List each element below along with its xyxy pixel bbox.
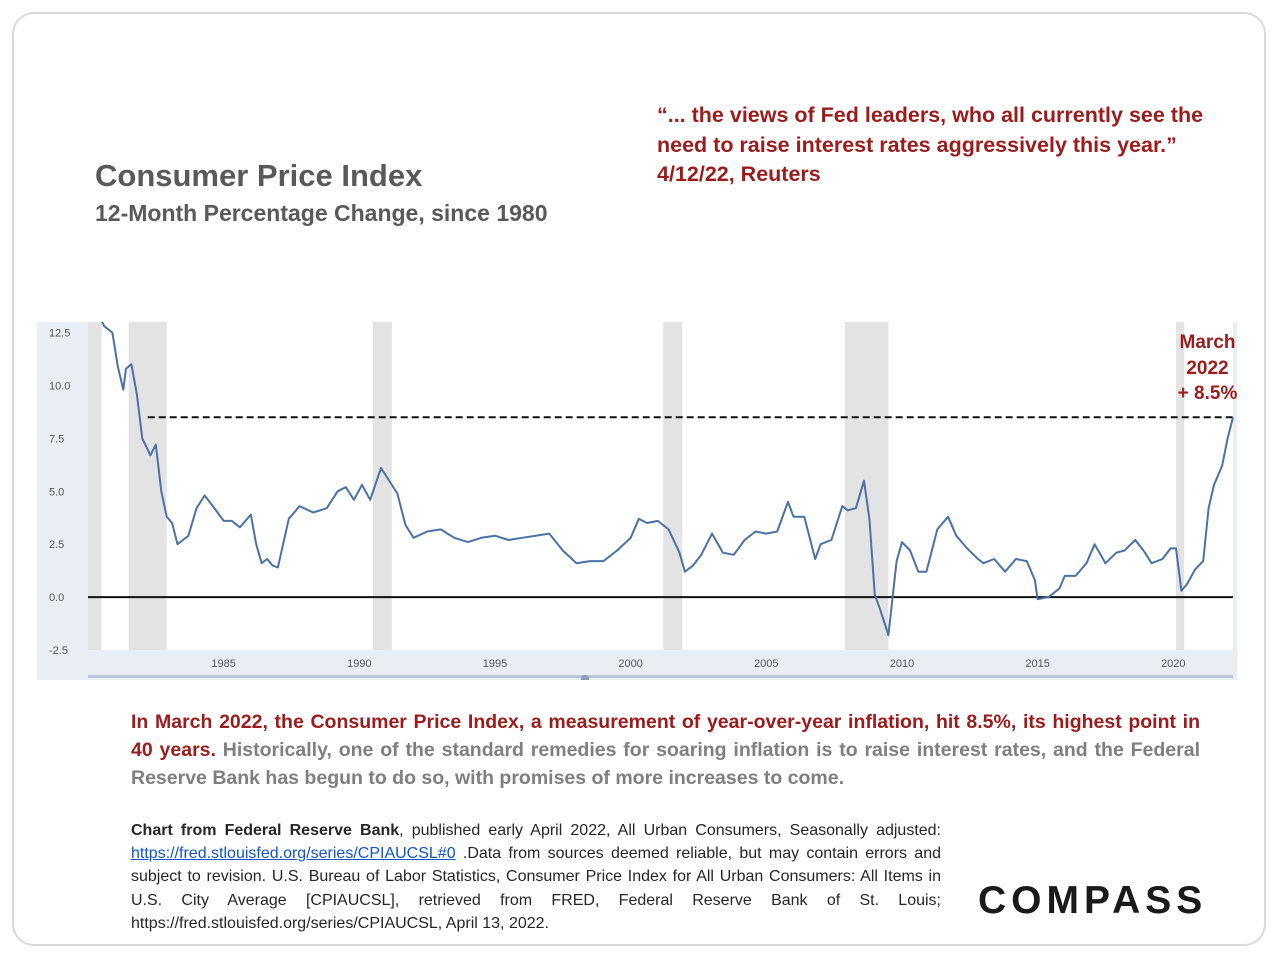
y-tick-label: 2.5 — [49, 539, 64, 551]
y-tick-label: 0.0 — [49, 592, 64, 604]
callout-month: March — [1179, 332, 1236, 353]
quote-attribution: 4/12/22, Reuters — [657, 162, 821, 186]
y-tick-label: 10.0 — [49, 380, 70, 392]
y-tick-label: 5.0 — [49, 486, 64, 498]
x-tick-label: 2000 — [618, 658, 642, 670]
page-subtitle: 12-Month Percentage Change, since 1980 — [95, 200, 548, 226]
source-note: Chart from Federal Reserve Bank, publish… — [131, 819, 941, 935]
navigator-handle — [581, 675, 589, 680]
reuters-quote: “... the views of Fed leaders, who all c… — [657, 101, 1237, 190]
recession-band — [1176, 322, 1185, 650]
navigator-bar — [88, 675, 1233, 678]
quote-line-1: “... the views of Fed leaders, who all c… — [657, 103, 1204, 127]
x-tick-label: 1990 — [347, 658, 371, 670]
source-part-2: .Data from sources deemed reliable, but … — [131, 845, 941, 932]
x-tick-label: 2015 — [1025, 658, 1049, 670]
recession-band — [372, 322, 392, 650]
plot-area — [88, 322, 1233, 650]
source-part-1: , published early April 2022, All Urban … — [399, 822, 942, 839]
quote-line-2: need to raise interest rates aggressivel… — [657, 132, 1177, 157]
x-tick-label: 1995 — [483, 658, 507, 670]
summary-highlight: In March 2022, the Consumer Price Index,… — [131, 711, 1200, 761]
y-tick-label: 12.5 — [49, 328, 70, 340]
march-2022-callout: March 2022 + 8.5% — [1160, 330, 1255, 407]
y-tick-label: -2.5 — [49, 645, 68, 657]
callout-year: 2022 — [1186, 357, 1229, 379]
x-tick-label: 1985 — [211, 658, 235, 670]
recession-band — [845, 322, 889, 650]
fred-link[interactable]: https://fred.stlouisfed.org/series/CPIAU… — [131, 845, 456, 863]
page-title: Consumer Price Index — [95, 158, 423, 193]
x-tick-label: 2010 — [890, 658, 914, 670]
x-tick-label: 2020 — [1161, 658, 1185, 670]
cpi-series-line — [101, 322, 1234, 637]
recession-band — [88, 322, 102, 650]
summary-body: Historically, one of the standard remedi… — [131, 739, 1201, 789]
source-bold: Chart from Federal Reserve Bank — [131, 822, 400, 839]
callout-value: + 8.5% — [1177, 383, 1238, 404]
y-tick-label: 7.5 — [49, 433, 64, 445]
recession-band — [663, 322, 683, 650]
cpi-chart: 12.5 10.0 7.5 5.0 2.5 0.0 -2.5 1985 1990 1995 2000… — [37, 322, 1237, 680]
summary-paragraph: In March 2022, the Consumer Price Index,… — [131, 708, 1200, 792]
x-tick-label: 2005 — [754, 658, 778, 670]
compass-logo: COMPASS — [978, 879, 1208, 922]
